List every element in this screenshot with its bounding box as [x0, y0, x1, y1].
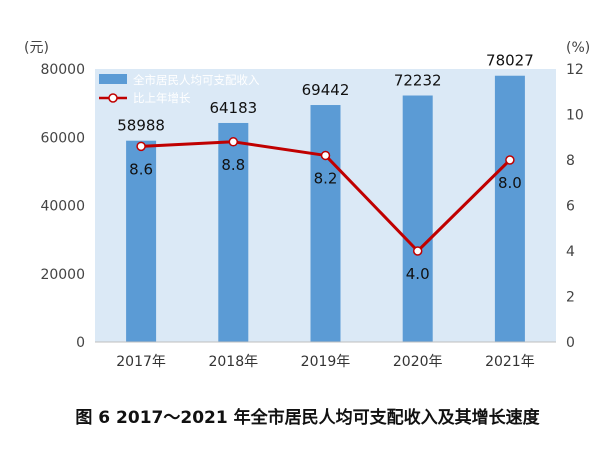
- legend-bar-label: 全市居民人均可支配收入: [133, 73, 260, 87]
- y-right-tick-label: 6: [566, 199, 575, 215]
- chart: 58988 64183 69442 72232 78027 8.6 8.8 8.2 4.0 8.0…: [24, 40, 590, 370]
- data-labels: 58988 64183 69442 72232 78027 8.6 8.8 8.2 4.0 8.0: [117, 52, 534, 283]
- y-right-tick-label: 8: [566, 153, 575, 169]
- x-tick-label: 2018年: [208, 354, 258, 370]
- growth-value-label: 8.8: [221, 156, 245, 174]
- growth-value-label: 8.0: [498, 174, 522, 192]
- growth-value-label: 8.6: [129, 160, 153, 178]
- growth-point-2017年: [136, 141, 146, 152]
- axes: 0 20000 40000 60000 80000 0 2 4 6 8 10 12 (元) (%) 2017…: [24, 40, 590, 370]
- legend-line-label: 比上年增长: [133, 91, 191, 105]
- bar-value-label: 78027: [486, 52, 534, 70]
- legend-line-marker: [108, 93, 118, 103]
- growth-point-2018年: [228, 137, 239, 147]
- y-right-tick-label: 2: [566, 290, 575, 306]
- bar-series: [126, 75, 525, 343]
- bar-2020年: [402, 95, 433, 342]
- legend-bar-swatch: [99, 74, 127, 84]
- bar-value-label: 58988: [117, 117, 165, 135]
- y-right-tick-label: 4: [566, 244, 575, 260]
- y-left-tick-label: 40000: [40, 199, 85, 215]
- x-tick-label: 2021年: [485, 354, 535, 370]
- y-left-tick-label: 60000: [40, 130, 85, 146]
- figure-caption: 图 6 2017～2021 年全市居民人均可支配收入及其增长速度: [75, 408, 540, 428]
- bar-2021年: [494, 75, 525, 343]
- bar-2019年: [310, 105, 341, 342]
- bar-2018年: [218, 122, 249, 342]
- bar-value-label: 72232: [394, 72, 442, 90]
- x-tick-label: 2020年: [393, 354, 443, 370]
- y-right-tick-label: 12: [566, 62, 584, 78]
- y-left-tick-label: 0: [76, 335, 85, 351]
- y-right-tick-label: 0: [566, 335, 575, 351]
- y-right-axis-label: (%): [566, 40, 590, 56]
- growth-point-2019年: [320, 150, 331, 161]
- y-right-tick-label: 10: [566, 108, 584, 124]
- x-tick-label: 2019年: [301, 354, 351, 370]
- bar-value-label: 69442: [302, 81, 350, 99]
- x-tick-label: 2017年: [116, 354, 166, 370]
- y-left-tick-label: 80000: [40, 62, 85, 78]
- bar-value-label: 64183: [209, 99, 257, 117]
- growth-value-label: 4.0: [406, 265, 430, 283]
- growth-value-label: 8.2: [314, 169, 338, 187]
- bar-2017年: [126, 140, 157, 342]
- y-left-axis-label: (元): [24, 40, 49, 56]
- y-left-tick-label: 20000: [40, 267, 85, 283]
- line-series: [136, 137, 515, 256]
- growth-point-2020年: [412, 246, 423, 256]
- growth-point-2021年: [505, 155, 515, 165]
